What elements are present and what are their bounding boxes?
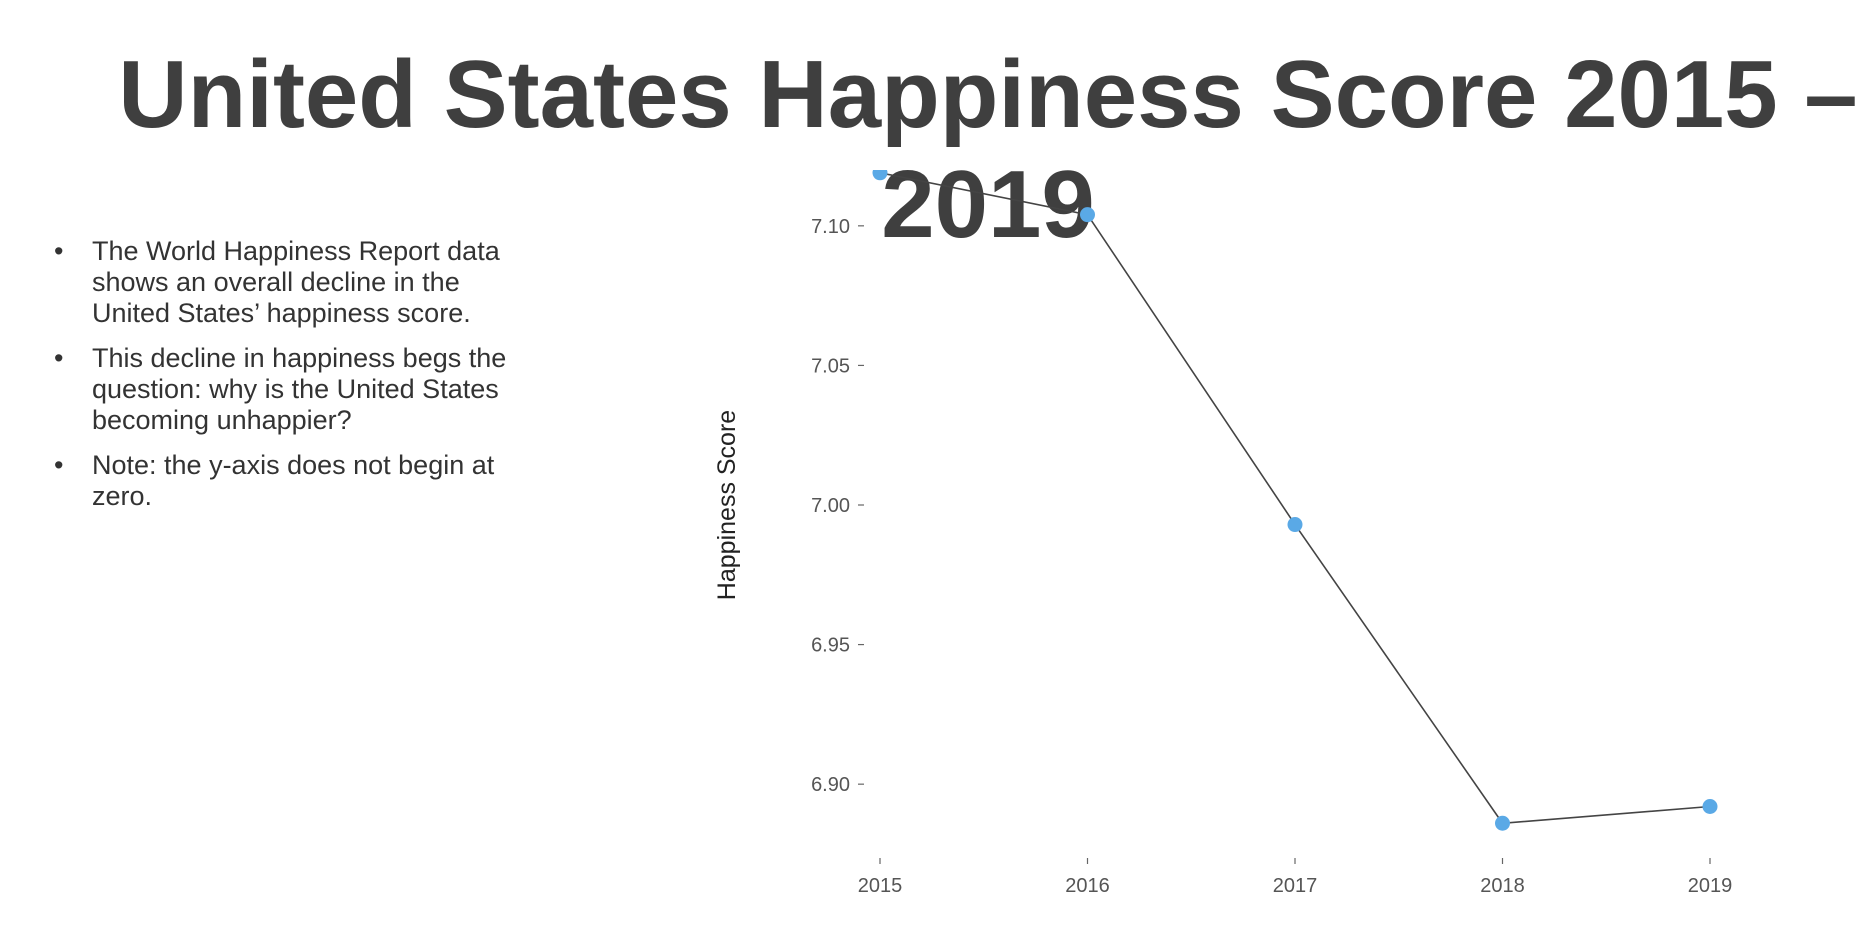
bullet-dot-icon: • bbox=[54, 236, 64, 266]
y-tick-label: 7.05 bbox=[811, 355, 850, 377]
bullet-text: Note: the y-axis does not begin at zero. bbox=[92, 450, 495, 511]
page-title: United States Happiness Score 2015 – 201… bbox=[118, 41, 1858, 258]
data-point bbox=[1495, 815, 1510, 831]
x-tick-label: 2015 bbox=[858, 875, 903, 897]
y-tick-label: 7.10 bbox=[811, 216, 850, 238]
y-tick-label: 6.95 bbox=[811, 635, 850, 657]
bullet-item: • Note: the y-axis does not begin at zer… bbox=[52, 450, 532, 512]
data-point bbox=[872, 170, 888, 181]
bullet-list: • The World Happiness Report data shows … bbox=[52, 236, 532, 526]
x-axis: 2015 2016 2017 2018 2019 bbox=[858, 858, 1733, 897]
series-line bbox=[879, 172, 1711, 825]
bullet-text: This decline in happiness begs the quest… bbox=[92, 343, 507, 435]
line-chart: 6.906.957.007.057.10 2015 2016 2017 2018 201… bbox=[713, 170, 1733, 897]
y-axis-title: Happiness Score bbox=[713, 410, 741, 600]
x-tick-label: 2019 bbox=[1688, 875, 1733, 897]
bullet-dot-icon: • bbox=[54, 343, 64, 373]
series bbox=[872, 170, 1718, 831]
x-tick-label: 2018 bbox=[1480, 875, 1525, 897]
bullet-item: • This decline in happiness begs the que… bbox=[52, 343, 532, 436]
x-tick-label: 2016 bbox=[1065, 875, 1110, 897]
bullet-text: The World Happiness Report data shows an… bbox=[92, 236, 500, 328]
y-tick-label: 6.90 bbox=[811, 774, 850, 796]
data-point bbox=[1287, 517, 1303, 533]
y-axis: 6.90 6.95 7.00 7.05 7.10 bbox=[811, 216, 864, 796]
bullet-item: • The World Happiness Report data shows … bbox=[52, 236, 532, 329]
x-tick-label: 2017 bbox=[1273, 875, 1318, 897]
y-tick-label: 7.00 bbox=[811, 495, 850, 517]
data-point bbox=[1702, 799, 1718, 814]
data-point bbox=[1080, 207, 1095, 223]
bullet-dot-icon: • bbox=[54, 450, 64, 480]
